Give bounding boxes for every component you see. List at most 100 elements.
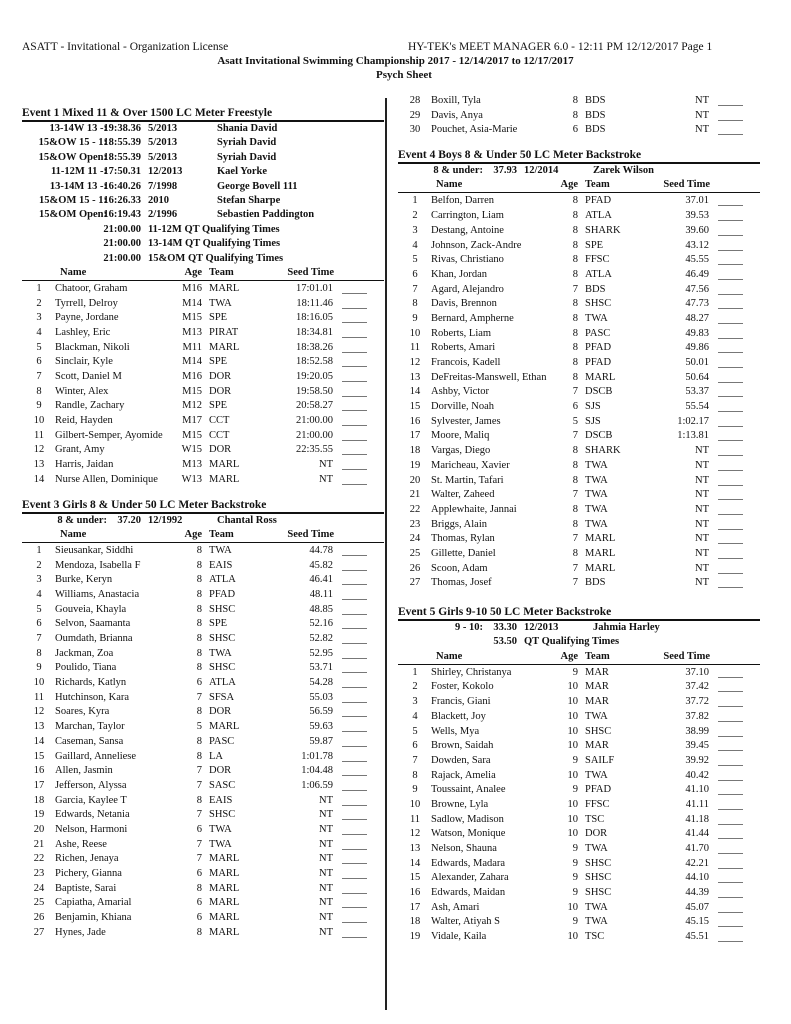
finals-time-blank <box>342 351 367 353</box>
entry-number: 10 <box>409 327 421 339</box>
finals-time-blank <box>718 853 743 855</box>
finals-time-blank <box>342 731 367 733</box>
swimmer-age: 8 <box>196 588 202 600</box>
finals-time-blank <box>718 322 743 324</box>
finals-time-blank <box>718 440 743 442</box>
entry-row: 4 Blackett, Joy 10 TWA 37.82 <box>398 710 760 725</box>
swimmer-name: Bernard, Ampherne <box>431 312 514 324</box>
seed-time: NT <box>695 547 709 559</box>
finals-time-blank <box>718 381 743 383</box>
swimmer-age: 9 <box>572 857 578 869</box>
entry-number: 8 <box>36 647 42 659</box>
entry-number: 16 <box>409 415 421 427</box>
swimmer-age: M12 <box>182 400 202 412</box>
team-code: EAIS <box>209 794 233 806</box>
seed-time: 37.01 <box>685 195 709 207</box>
entry-number: 11 <box>409 342 421 354</box>
team-code: CCT <box>209 429 230 441</box>
finals-time-blank <box>342 716 367 718</box>
entry-row: 27 Thomas, Josef 7 BDS NT <box>398 576 760 591</box>
team-code: SJS <box>585 415 601 427</box>
entry-row: 25 Capiatha, Amarial 6 MARL NT <box>22 896 384 911</box>
team-code: FFSC <box>585 798 610 810</box>
seed-time: 21:00.00 <box>295 415 333 427</box>
record-date: 12/2013 <box>524 622 559 634</box>
team-code: TWA <box>209 544 232 556</box>
entry-number: 19 <box>409 931 421 943</box>
team-code: TWA <box>209 838 232 850</box>
swimmer-name: Ash, Amari <box>431 901 480 913</box>
swimmer-name: Gouveia, Khayla <box>55 603 127 615</box>
record-holder: Syriah David <box>217 151 277 163</box>
team-code: BDS <box>585 124 606 136</box>
swimmer-name: Chatoor, Graham <box>55 282 128 294</box>
swimmer-age: 7 <box>196 838 202 850</box>
team-code: MARL <box>209 473 240 485</box>
right-column: 28 Boxill, Tyla 8 BDS NT 29 Davis, Anya 8 BDS NT 3… <box>398 94 760 945</box>
team-code: ATLA <box>209 677 236 689</box>
entry-number: 27 <box>33 926 45 938</box>
seed-time: 45.07 <box>685 901 709 913</box>
swimmer-age: 7 <box>572 430 578 442</box>
seed-time: 46.49 <box>685 268 709 280</box>
entry-number: 6 <box>36 618 42 630</box>
swimmer-age: 10 <box>567 813 579 825</box>
swimmer-name: Johnson, Zack-Andre <box>431 239 522 251</box>
entry-row: 14 Edwards, Madara 9 SHSC 42.21 <box>398 857 760 872</box>
finals-time-blank <box>342 922 367 924</box>
finals-time-blank <box>718 469 743 471</box>
entry-row: 16 Edwards, Maidan 9 SHSC 44.39 <box>398 886 760 901</box>
finals-time-blank <box>342 701 367 703</box>
entry-number: 18 <box>409 445 421 457</box>
record-row: 8 & under: 37.93 12/2014 Zarek Wilson <box>398 164 760 178</box>
entry-number: 21 <box>409 489 421 501</box>
swimmer-name: Foster, Kokolo <box>431 681 494 693</box>
seed-time: 39.60 <box>685 224 709 236</box>
software-page-info: HY-TEK's MEET MANAGER 6.0 - 12:11 PM 12/… <box>408 41 713 53</box>
entry-row: 14 Caseman, Sansa 8 PASC 59.87 <box>22 735 384 750</box>
entry-number: 1 <box>36 544 42 556</box>
swimmer-name: Gaillard, Anneliese <box>55 750 137 762</box>
seed-time: NT <box>319 809 333 821</box>
entry-row: 30 Pouchet, Asia-Marie 6 BDS NT <box>398 123 760 138</box>
team-code: SHSC <box>585 298 612 310</box>
swimmer-age: 8 <box>196 574 202 586</box>
swimmer-age: 8 <box>196 794 202 806</box>
entry-row: 15 Gaillard, Anneliese 8 LA 1:01.78 <box>22 750 384 765</box>
entry-number: 7 <box>412 754 418 766</box>
swimmer-age: 5 <box>572 415 578 427</box>
swimmer-name: Poulido, Tiana <box>55 662 117 674</box>
entry-row: 8 Jackman, Zoa 8 TWA 52.95 <box>22 647 384 662</box>
seed-time: 1:01.78 <box>301 750 333 762</box>
finals-time-blank <box>342 804 367 806</box>
entry-row: 12 Francois, Kadell 8 PFAD 50.01 <box>398 356 760 371</box>
seed-time: 41.44 <box>685 828 709 840</box>
seed-time: 37.10 <box>685 666 709 678</box>
swimmer-name: Briggs, Alain <box>431 518 488 530</box>
header-age: Age <box>184 528 203 540</box>
entry-number: 2 <box>36 559 42 571</box>
record-label: 15&OW 15 - 1: <box>38 137 107 149</box>
finals-time-blank <box>718 264 743 266</box>
seed-time: NT <box>319 897 333 909</box>
record-label: 13-14W 13 -: <box>49 123 107 134</box>
team-code: MARL <box>209 912 240 924</box>
seed-time: 45.15 <box>685 916 709 928</box>
swimmer-name: St. Martin, Tafari <box>431 474 504 486</box>
seed-time: 56.59 <box>309 706 333 718</box>
finals-time-blank <box>342 410 367 412</box>
entry-row: 14 Ashby, Victor 7 DSCB 53.37 <box>398 385 760 400</box>
entry-number: 9 <box>412 784 418 796</box>
team-code: DOR <box>209 371 232 383</box>
swimmer-name: Edwards, Netania <box>55 809 130 821</box>
entry-number: 21 <box>33 838 45 850</box>
entry-number: 5 <box>412 254 418 266</box>
entry-row: 13 Nelson, Shauna 9 TWA 41.70 <box>398 842 760 857</box>
swimmer-age: 10 <box>567 740 579 752</box>
seed-time: 55.54 <box>685 401 709 413</box>
entry-number: 7 <box>412 283 418 295</box>
swimmer-name: Randle, Zachary <box>55 400 125 412</box>
record-label: 8 & under: <box>433 165 483 177</box>
swimmer-name: Scott, Daniel M <box>55 371 122 383</box>
record-label: 9 - 10: <box>455 622 483 634</box>
